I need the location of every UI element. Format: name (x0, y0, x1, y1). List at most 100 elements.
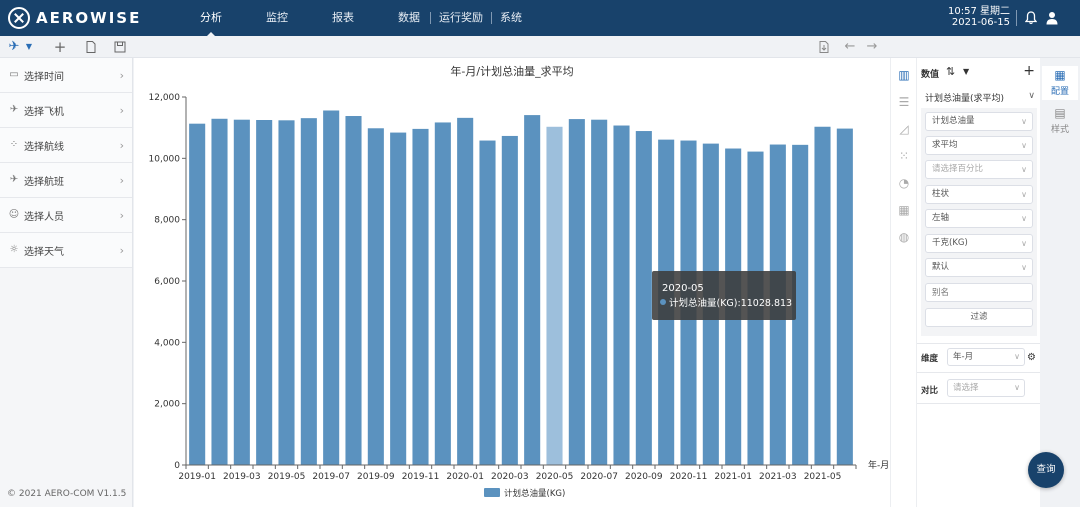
aggregation-select[interactable]: 求平均 ∨ (925, 136, 1033, 155)
compare-label: 对比 (921, 386, 939, 396)
bar (390, 132, 407, 465)
values-title: 数值 (921, 70, 940, 80)
bar (836, 128, 853, 465)
sidebar-item-aircraft[interactable]: ✈ 选择飞机 › (0, 93, 132, 128)
sidebar-item-flight[interactable]: ✈ 选择航班 › (0, 163, 132, 198)
filter-sidebar: ▭ 选择时间 › ✈ 选择飞机 › ⁘ 选择航线 › ✈ 选择航班 › ☺ 选择… (0, 58, 133, 507)
bar (568, 119, 585, 465)
bar (278, 120, 295, 465)
sidebar-item-time[interactable]: ▭ 选择时间 › (0, 58, 132, 93)
unit-select[interactable]: 千克(KG) ∨ (925, 234, 1033, 253)
chevron-down-icon[interactable]: ▼ (25, 42, 33, 51)
alias-input[interactable] (925, 283, 1033, 302)
header-divider (1016, 10, 1017, 26)
field-select[interactable]: 计划总油量 ∨ (925, 112, 1033, 131)
chevron-down-icon: ∨ (1021, 190, 1027, 199)
bar (211, 118, 228, 466)
chevron-right-icon: › (119, 244, 124, 257)
y-tick-label: 8,000 (154, 216, 180, 226)
main-nav: 分析 监控 报表 数据 运行奖励 系统 (190, 0, 530, 36)
series-options: 计划总油量 ∨ 求平均 ∨ 请选择百分比 ∨ 柱状 ∨ 左轴 ∨ 千克(KG) ∨ 默认 ∨ … (921, 108, 1037, 336)
add-value-icon[interactable]: + (1023, 63, 1035, 79)
chevron-down-icon: ∨ (1021, 165, 1027, 174)
y-tick-label: 12,000 (149, 93, 181, 103)
tooltip-box (652, 271, 796, 320)
bar-chart-icon[interactable]: ▥ (898, 68, 910, 82)
dimension-select[interactable]: 年-月 ∨ (947, 348, 1025, 366)
flight-icon: ✈ (9, 174, 19, 185)
nav-data[interactable]: 数据 (398, 11, 420, 24)
percentile-select[interactable]: 请选择百分比 ∨ (925, 160, 1033, 179)
sidebar-item-label: 选择天气 (24, 246, 64, 258)
sidebar-item-weather[interactable]: ☼ 选择天气 › (0, 233, 132, 268)
nav-separator (491, 12, 492, 24)
compare-select[interactable]: 请选择 ∨ (947, 379, 1025, 397)
chevron-down-icon: ∨ (1021, 141, 1027, 150)
chart-style-select[interactable]: 柱状 ∨ (925, 185, 1033, 204)
top-navigation-bar: AEROWISE 分析 监控 报表 数据 运行奖励 系统 10:57 星期二 2… (0, 0, 1080, 36)
chevron-down-icon: ∨ (1021, 263, 1027, 272)
export-icon[interactable] (817, 40, 831, 54)
bar (501, 135, 518, 465)
gear-icon[interactable]: ⚙ (1027, 352, 1036, 363)
chevron-down-icon: ∨ (1014, 383, 1020, 392)
route-icon: ⁘ (9, 139, 19, 150)
legend-swatch (484, 488, 500, 497)
panel-divider (917, 343, 1040, 344)
chevron-down-icon: ∨ (1021, 214, 1027, 223)
nav-reports[interactable]: 报表 (332, 11, 354, 24)
x-axis-label: 年-月 (868, 459, 889, 471)
brand-logo[interactable]: AEROWISE (8, 6, 141, 30)
tab-config[interactable]: ▦ 配置 (1042, 66, 1078, 100)
sidebar-item-label: 选择飞机 (24, 106, 64, 118)
panel-divider (917, 372, 1040, 373)
add-icon[interactable]: + (53, 38, 67, 56)
bar (345, 116, 362, 465)
bar (546, 126, 563, 465)
tooltip-title: 2020-05 (662, 283, 704, 294)
x-tick-label: 2020-05 (536, 472, 574, 482)
save-icon[interactable] (113, 40, 127, 54)
axis-select[interactable]: 左轴 ∨ (925, 209, 1033, 228)
nav-system[interactable]: 系统 (500, 11, 522, 24)
plane-mode-icon[interactable]: ✈ (8, 39, 20, 54)
chart-title: 年-月/计划总油量_求平均 (450, 64, 573, 78)
chevron-down-icon: ∨ (1021, 239, 1027, 248)
undo-icon[interactable]: ← (844, 39, 856, 54)
scatter-chart-icon[interactable]: ⁙ (898, 149, 910, 163)
new-file-icon[interactable] (84, 40, 98, 54)
series-selector[interactable]: 计划总油量(求平均) ∨ (925, 91, 1035, 105)
pie-chart-icon[interactable]: ◔ (898, 176, 910, 190)
x-tick-label: 2021-03 (759, 472, 797, 482)
sidebar-item-label: 选择航线 (24, 141, 64, 153)
bar (613, 125, 630, 466)
chevron-down-icon[interactable]: ▼ (963, 67, 970, 76)
horizontal-bar-icon[interactable]: ☰ (898, 95, 910, 109)
filter-button[interactable]: 过滤 (925, 308, 1033, 327)
sidebar-item-route[interactable]: ⁘ 选择航线 › (0, 128, 132, 163)
x-tick-label: 2019-07 (312, 472, 350, 482)
sort-icon[interactable]: ⇅ (946, 65, 956, 78)
series-name: 计划总油量(求平均) (925, 94, 1005, 104)
bar (256, 120, 273, 465)
y-tick-label: 10,000 (149, 154, 181, 164)
x-tick-label: 2019-11 (402, 472, 440, 482)
map-icon[interactable]: ◍ (898, 230, 910, 244)
format-select[interactable]: 默认 ∨ (925, 258, 1033, 277)
x-tick-label: 2019-09 (357, 472, 395, 482)
nav-analysis[interactable]: 分析 (190, 0, 232, 36)
sidebar-item-personnel[interactable]: ☺ 选择人员 › (0, 198, 132, 233)
nav-separator (430, 12, 431, 24)
bar-chart[interactable]: 年-月/计划总油量_求平均 0 2,000 4,000 6,000 8,000 10,000… (134, 58, 890, 507)
area-chart-icon[interactable]: ◿ (899, 122, 909, 136)
tab-style[interactable]: ▤ 样式 (1050, 106, 1069, 135)
nav-monitor[interactable]: 监控 (266, 11, 288, 24)
table-icon[interactable]: ▦ (898, 203, 910, 217)
y-tick-label: 2,000 (154, 400, 180, 410)
redo-icon[interactable]: → (866, 39, 878, 54)
nav-operation-reward[interactable]: 运行奖励 (439, 11, 483, 24)
chevron-down-icon: ∨ (1021, 117, 1027, 126)
user-icon[interactable] (1046, 11, 1058, 25)
query-button[interactable]: 查询 (1028, 452, 1064, 488)
bell-icon[interactable] (1025, 11, 1037, 25)
